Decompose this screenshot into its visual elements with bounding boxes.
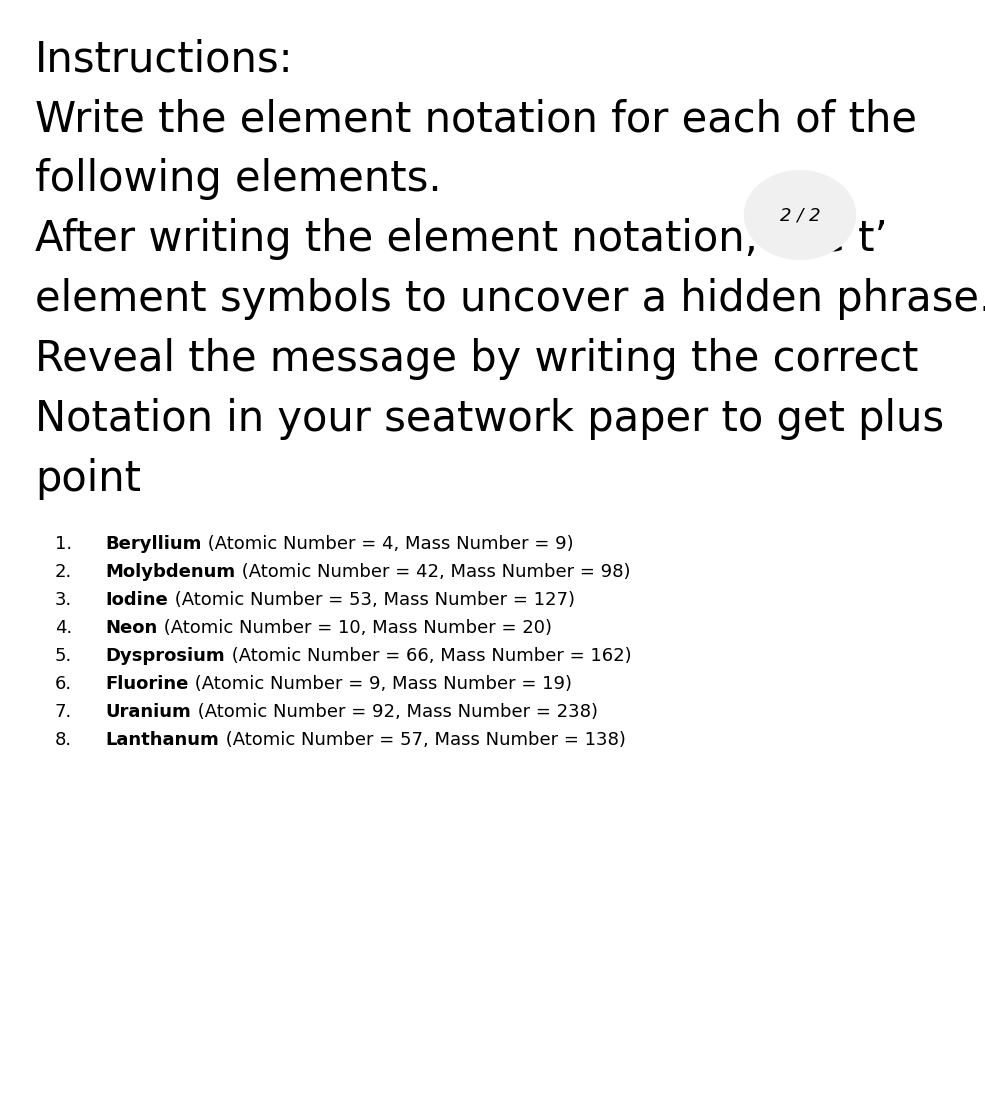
Text: 4.: 4. <box>55 619 72 637</box>
Text: 1.: 1. <box>55 535 72 553</box>
Text: 3.: 3. <box>55 591 72 609</box>
Text: (Atomic Number = 66, Mass Number = 162): (Atomic Number = 66, Mass Number = 162) <box>226 647 631 665</box>
Text: 8.: 8. <box>55 731 72 750</box>
Text: (Atomic Number = 9, Mass Number = 19): (Atomic Number = 9, Mass Number = 19) <box>189 675 572 693</box>
Text: Uranium: Uranium <box>105 703 191 721</box>
Text: 6.: 6. <box>55 675 72 693</box>
Text: (Atomic Number = 4, Mass Number = 9): (Atomic Number = 4, Mass Number = 9) <box>202 535 574 553</box>
Text: After writing the element notation, use t’: After writing the element notation, use … <box>35 218 887 260</box>
Text: Reveal the message by writing the correct: Reveal the message by writing the correc… <box>35 338 918 380</box>
Text: Write the element notation for each of the: Write the element notation for each of t… <box>35 98 917 140</box>
Ellipse shape <box>744 170 856 260</box>
Text: following elements.: following elements. <box>35 158 441 200</box>
Text: Notation in your seatwork paper to get plus: Notation in your seatwork paper to get p… <box>35 398 945 440</box>
Text: Iodine: Iodine <box>105 591 167 609</box>
Text: Molybdenum: Molybdenum <box>105 563 235 581</box>
Text: Lanthanum: Lanthanum <box>105 731 219 750</box>
Text: (Atomic Number = 57, Mass Number = 138): (Atomic Number = 57, Mass Number = 138) <box>220 731 625 750</box>
Text: Dysprosium: Dysprosium <box>105 647 225 665</box>
Text: 2.: 2. <box>55 563 72 581</box>
Text: Fluorine: Fluorine <box>105 675 188 693</box>
Text: 5.: 5. <box>55 647 72 665</box>
Text: (Atomic Number = 10, Mass Number = 20): (Atomic Number = 10, Mass Number = 20) <box>159 619 553 637</box>
Text: (Atomic Number = 42, Mass Number = 98): (Atomic Number = 42, Mass Number = 98) <box>236 563 630 581</box>
Text: (Atomic Number = 53, Mass Number = 127): (Atomic Number = 53, Mass Number = 127) <box>168 591 575 609</box>
Text: 2 / 2: 2 / 2 <box>780 206 821 224</box>
Text: (Atomic Number = 92, Mass Number = 238): (Atomic Number = 92, Mass Number = 238) <box>192 703 598 721</box>
Text: point: point <box>35 458 141 500</box>
Text: Beryllium: Beryllium <box>105 535 201 553</box>
Text: Instructions:: Instructions: <box>35 38 294 80</box>
Text: 7.: 7. <box>55 703 72 721</box>
Text: element symbols to uncover a hidden phrase.: element symbols to uncover a hidden phra… <box>35 278 985 320</box>
Text: Neon: Neon <box>105 619 158 637</box>
